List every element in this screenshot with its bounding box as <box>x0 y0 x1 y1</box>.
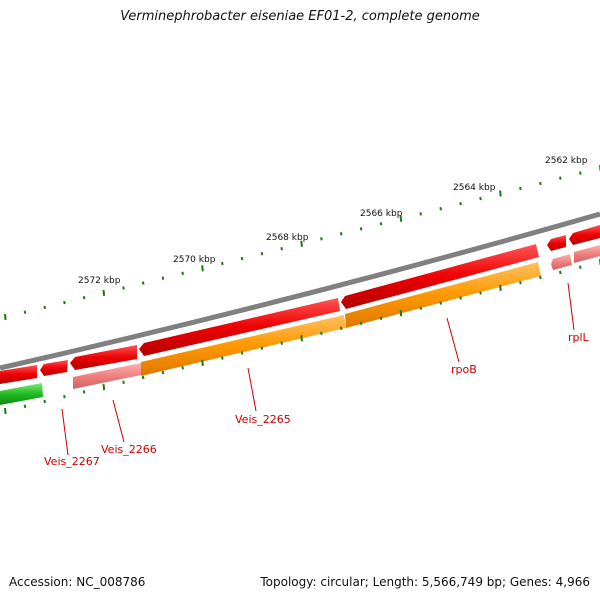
gene-arrow-green <box>0 383 43 405</box>
forward-strand-genes <box>0 225 600 384</box>
map-title: Verminephrobacter eiseniae EF01-2, compl… <box>120 9 480 24</box>
tick-mark <box>122 286 125 290</box>
gene-arrow <box>141 315 346 376</box>
tick-mark <box>539 181 542 186</box>
gene-arrow <box>341 244 539 309</box>
gene-label: Veis_2266 <box>101 443 157 456</box>
tick-mark <box>300 240 303 247</box>
gene-arrow <box>40 360 68 376</box>
tick-mark <box>280 247 283 251</box>
gene-leader-lines <box>61 282 575 456</box>
tick-mark <box>280 341 283 345</box>
tick-mark <box>479 291 482 295</box>
topology-text: Topology: circular; Length: 5,566,749 bp… <box>260 575 590 589</box>
tick-mark <box>181 366 184 370</box>
tick-mark <box>539 275 542 280</box>
light-genes <box>73 245 600 389</box>
tick-mark <box>339 326 343 330</box>
tick-mark <box>221 356 224 360</box>
tick-mark <box>459 202 462 206</box>
tick-mark <box>499 284 502 291</box>
gene-arrow <box>547 235 566 251</box>
tick-mark <box>559 270 562 275</box>
tick-mark <box>102 384 106 391</box>
tick-mark <box>240 256 244 261</box>
scale-label: 2566 kbp <box>360 209 403 219</box>
tick-mark <box>459 296 462 300</box>
tick-mark <box>141 281 145 285</box>
tick-mark <box>499 190 502 197</box>
gene-arrow <box>551 254 572 270</box>
tick-mark <box>579 171 582 175</box>
tick-mark <box>359 227 363 231</box>
tick-mark <box>221 261 224 266</box>
gene-label: Veis_2267 <box>44 455 100 468</box>
tick-mark <box>260 252 264 256</box>
tick-mark <box>43 305 46 310</box>
tick-mark <box>479 196 482 201</box>
tick-mark <box>141 375 145 380</box>
tick-mark <box>399 310 403 317</box>
tick-mark <box>161 370 165 375</box>
tick-mark <box>161 276 165 280</box>
reverse-strand-genes <box>141 262 541 376</box>
tick-mark <box>320 237 323 241</box>
scale-label: 2562 kbp <box>545 156 588 166</box>
gene-arrow <box>0 365 37 384</box>
tick-mark <box>439 301 442 305</box>
gene-label: Veis_2265 <box>235 413 291 426</box>
tick-mark <box>419 212 422 216</box>
tick-mark <box>559 176 562 180</box>
tick-mark <box>439 207 442 211</box>
tick-mark <box>82 296 86 300</box>
tick-mark <box>320 331 323 335</box>
tick-mark <box>201 265 204 272</box>
tick-mark <box>379 316 383 320</box>
tick-mark <box>300 335 303 342</box>
inner-ticks <box>4 259 600 415</box>
backbone-ring <box>0 211 600 371</box>
tick-mark <box>240 351 244 355</box>
gene-arrow <box>73 363 141 389</box>
tick-mark <box>82 390 86 394</box>
tick-mark <box>519 281 522 285</box>
tick-mark <box>102 289 106 296</box>
scale-label: 2564 kbp <box>453 183 496 193</box>
tick-mark <box>379 222 383 226</box>
tick-mark <box>23 404 27 408</box>
gene-arrow <box>345 262 541 328</box>
tick-mark <box>43 399 46 404</box>
tick-mark <box>519 186 522 191</box>
tick-mark <box>399 215 403 222</box>
tick-mark <box>359 321 363 325</box>
accession-text: Accession: NC_008786 <box>9 575 146 589</box>
tick-mark <box>122 380 125 384</box>
scale-ticks <box>4 165 600 321</box>
tick-mark <box>339 232 343 236</box>
gene-label: rplL <box>568 331 590 344</box>
tick-mark <box>23 310 27 314</box>
tick-mark <box>4 313 7 321</box>
tick-mark <box>63 300 66 305</box>
tick-mark <box>579 265 582 269</box>
gene-arrow <box>70 345 137 370</box>
scale-label: 2572 kbp <box>78 276 121 286</box>
gene-arrow <box>139 298 340 356</box>
gene-arrow <box>569 225 600 245</box>
tick-mark <box>419 306 422 310</box>
scale-label: 2568 kbp <box>266 233 309 243</box>
tick-mark <box>4 407 7 415</box>
tick-mark <box>201 359 204 366</box>
tick-mark <box>63 395 66 399</box>
tick-mark <box>181 271 184 275</box>
gene-arrow <box>574 245 600 263</box>
tick-mark <box>260 346 264 350</box>
gene-label: rpoB <box>451 363 477 376</box>
scale-label: 2570 kbp <box>173 255 216 265</box>
